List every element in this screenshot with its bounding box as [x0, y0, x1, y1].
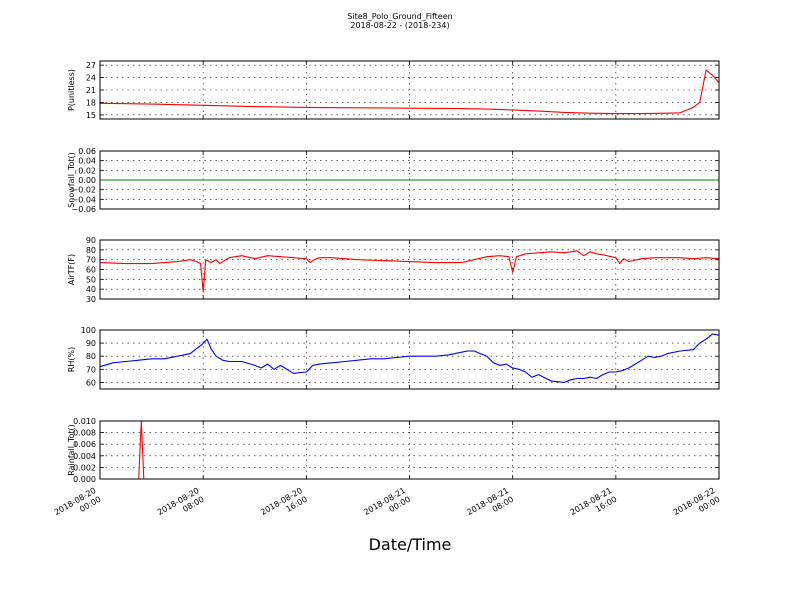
- y-tick-label: −0.02: [71, 186, 96, 195]
- y-tick-label: 90: [86, 236, 96, 245]
- y-tick-label: 0.002: [73, 463, 96, 472]
- y-axis-label: AirTF(F): [67, 254, 76, 285]
- y-tick-label: 0.06: [78, 147, 96, 156]
- panel-4: 60 70 80 90 100 RH(%): [67, 326, 720, 390]
- y-tick-label: 70: [86, 256, 96, 265]
- y-tick-label: 0.008: [73, 429, 96, 438]
- y-tick-label: 27: [86, 61, 96, 70]
- y-tick-label: 24: [86, 74, 96, 83]
- y-tick-label: 0.02: [78, 166, 96, 175]
- y-tick-label: 0.000: [73, 475, 96, 484]
- figure-title: Site8_Polo_Ground_Fifteen: [347, 12, 452, 21]
- y-axis-label: RH(%): [67, 347, 76, 372]
- plot-frame: [99, 329, 720, 390]
- x-axis-label: Date/Time: [369, 535, 452, 554]
- y-tick-label: 0.04: [78, 157, 96, 166]
- panel-5: 0.000 0.002 0.004 0.006 0.008 0.010Rainfall_T…: [67, 417, 720, 484]
- y-tick-label: 0.00: [78, 176, 96, 185]
- y-tick-label: −0.06: [71, 205, 96, 214]
- y-tick-label: 0.004: [73, 452, 96, 461]
- y-axis-label: P(unitless): [67, 69, 76, 111]
- y-tick-label: −0.04: [71, 195, 96, 204]
- y-axis-label: Rainfall_Tot(): [67, 424, 76, 476]
- y-tick-label: 40: [86, 285, 96, 294]
- y-tick-label: 90: [86, 339, 96, 348]
- y-tick-label: 80: [86, 246, 96, 255]
- figure-subtitle: 2018-08-22 - (2018-234): [350, 21, 449, 30]
- y-tick-label: 18: [86, 98, 96, 107]
- y-tick-label: 21: [86, 86, 96, 95]
- panel-2: −0.06−0.04−0.020.000.020.040.06Snowfall_…: [67, 147, 720, 214]
- y-tick-label: 15: [86, 111, 96, 120]
- series-line-1: [99, 69, 720, 115]
- plot-frame: [99, 150, 720, 210]
- y-tick-label: 60: [86, 378, 96, 387]
- plot-frame: [99, 239, 720, 300]
- y-tick-label: 0.010: [73, 417, 96, 426]
- plot-frame: [99, 420, 720, 480]
- y-tick-label: 100: [81, 326, 96, 335]
- y-axis-label: Snowfall_Tot(): [67, 152, 76, 208]
- panels: 1518212427P(unitless)−0.06−0.04−0.020.00…: [67, 60, 720, 484]
- y-tick-label: 80: [86, 352, 96, 361]
- y-tick-label: 70: [86, 365, 96, 374]
- y-tick-label: 50: [86, 275, 96, 284]
- y-tick-label: 60: [86, 266, 96, 275]
- y-tick-label: 30: [86, 295, 96, 304]
- panel-1: 15 18 21 24 27 P(unitless): [67, 60, 720, 120]
- y-tick-label: 0.006: [73, 440, 96, 449]
- series-line-1: [99, 250, 720, 293]
- plot-frame: [99, 60, 720, 120]
- series-line-1: [99, 333, 720, 383]
